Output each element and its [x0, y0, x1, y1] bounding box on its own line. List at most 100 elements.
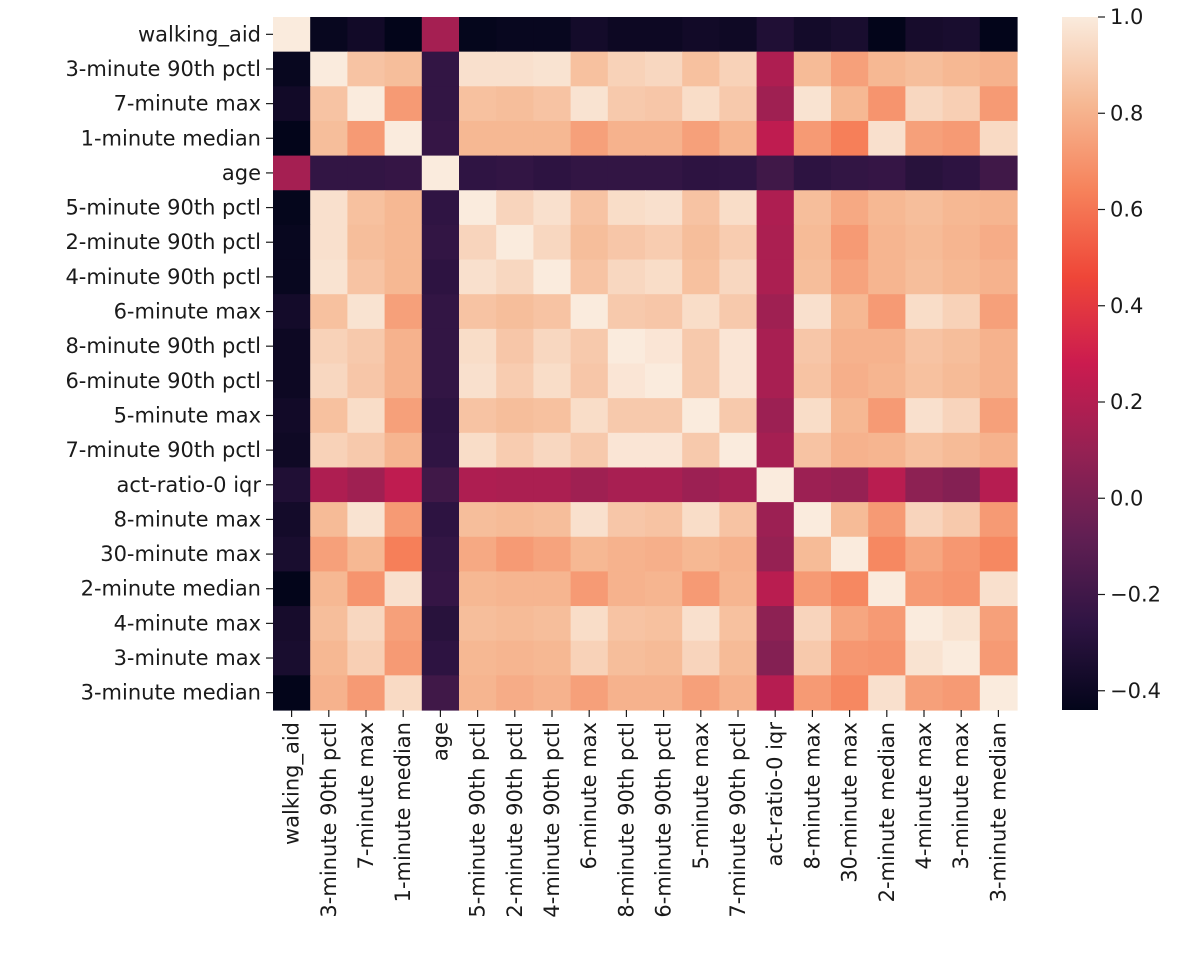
- heatmap-cell: [942, 606, 981, 642]
- x-tick-label: 4-minute 90th pctl: [540, 722, 564, 918]
- heatmap-cell: [979, 571, 1018, 607]
- heatmap-cell: [793, 51, 832, 87]
- heatmap-cell: [942, 51, 981, 87]
- heatmap-cell: [645, 502, 683, 538]
- heatmap-cell: [570, 432, 609, 469]
- heatmap-cell: [645, 571, 683, 607]
- heatmap-cell: [868, 363, 906, 399]
- colorbar-tick-label: 1.0: [1110, 5, 1143, 29]
- heatmap-cell: [273, 363, 311, 399]
- heatmap-cell: [347, 675, 386, 711]
- heatmap-cell: [347, 86, 386, 122]
- heatmap-cell: [607, 328, 646, 365]
- heatmap-cell: [607, 606, 646, 642]
- heatmap-cell: [942, 328, 981, 365]
- colorbar-tick-label: 0.4: [1110, 294, 1143, 318]
- heatmap-cell: [831, 86, 869, 122]
- heatmap-cell: [868, 640, 906, 676]
- heatmap-cell: [942, 294, 981, 330]
- heatmap-cell: [682, 606, 720, 642]
- heatmap-cell: [607, 51, 646, 87]
- heatmap-cell: [905, 190, 944, 226]
- heatmap-cell: [831, 120, 869, 157]
- heatmap-cell: [459, 224, 497, 261]
- heatmap-cell: [496, 155, 534, 191]
- heatmap-cell: [831, 536, 869, 572]
- heatmap-cell: [979, 432, 1018, 469]
- heatmap-cell: [979, 606, 1018, 642]
- heatmap-cell: [273, 294, 311, 330]
- heatmap-cell: [496, 675, 534, 711]
- heatmap-cell: [942, 17, 981, 53]
- heatmap-cell: [682, 502, 720, 538]
- heatmap-cell: [459, 675, 497, 711]
- heatmap-cell: [496, 363, 534, 399]
- heatmap-cell: [496, 259, 534, 295]
- heatmap-cell: [979, 398, 1018, 434]
- heatmap-cell: [645, 51, 683, 87]
- heatmap-cell: [868, 155, 906, 191]
- colorbar-tick-label: 0.6: [1110, 198, 1143, 222]
- heatmap-cell: [868, 536, 906, 572]
- heatmap-cell: [421, 502, 460, 538]
- heatmap-cell: [459, 190, 497, 226]
- heatmap-cell: [421, 51, 460, 87]
- heatmap-cell: [682, 675, 720, 711]
- heatmap-cell: [496, 467, 534, 503]
- heatmap-cell: [831, 398, 869, 434]
- y-tick-label: 6-minute 90th pctl: [65, 369, 261, 393]
- heatmap-cell: [273, 155, 311, 191]
- heatmap-cell: [719, 606, 758, 642]
- x-tick-label: 30-minute max: [838, 722, 862, 883]
- heatmap-cell: [496, 398, 534, 434]
- heatmap-cell: [868, 86, 906, 122]
- heatmap-cell: [273, 51, 311, 87]
- heatmap-cell: [682, 536, 720, 572]
- heatmap-cell: [607, 363, 646, 399]
- heatmap-cell: [942, 502, 981, 538]
- heatmap-cell: [905, 155, 944, 191]
- heatmap-cell: [942, 536, 981, 572]
- heatmap-cell: [979, 294, 1018, 330]
- colorbar-tick-label: 0.0: [1110, 486, 1143, 510]
- heatmap-cell: [831, 294, 869, 330]
- heatmap-cell: [310, 432, 348, 469]
- heatmap-cell: [533, 155, 572, 191]
- heatmap-cell: [868, 294, 906, 330]
- heatmap-cell: [942, 155, 981, 191]
- heatmap-cell: [496, 640, 534, 676]
- heatmap-cell: [273, 675, 311, 711]
- heatmap-cell: [570, 536, 609, 572]
- heatmap-cell: [831, 606, 869, 642]
- heatmap-cell: [384, 51, 423, 87]
- heatmap-cell: [607, 86, 646, 122]
- y-tick-label: 7-minute 90th pctl: [65, 438, 261, 462]
- heatmap-cell: [607, 120, 646, 157]
- y-tick-label: 3-minute median: [81, 681, 261, 705]
- heatmap-cell: [756, 467, 795, 503]
- heatmap-cell: [868, 51, 906, 87]
- heatmap-cell: [719, 398, 758, 434]
- heatmap-cell: [347, 432, 386, 469]
- heatmap-cell: [793, 467, 832, 503]
- heatmap-cell: [868, 190, 906, 226]
- heatmap-cell: [607, 155, 646, 191]
- y-tick-label: 3-minute max: [114, 646, 261, 670]
- colorbar-gradient: [1062, 17, 1098, 710]
- heatmap-cell: [719, 259, 758, 295]
- heatmap-cell: [421, 398, 460, 434]
- heatmap-cell: [645, 675, 683, 711]
- heatmap-cell: [310, 675, 348, 711]
- heatmap-cell: [756, 536, 795, 572]
- heatmap-cell: [347, 294, 386, 330]
- heatmap-cell: [831, 17, 869, 53]
- heatmap-cell: [570, 155, 609, 191]
- heatmap-cell: [942, 259, 981, 295]
- heatmap-cell: [273, 224, 311, 261]
- heatmap-cell: [496, 571, 534, 607]
- heatmap-cell: [533, 502, 572, 538]
- heatmap-cell: [533, 294, 572, 330]
- heatmap-cell: [682, 363, 720, 399]
- heatmap-cell: [793, 259, 832, 295]
- x-tick-labels: walking_aid 3-minute 90th pctl 7-minute ma…: [280, 710, 1010, 918]
